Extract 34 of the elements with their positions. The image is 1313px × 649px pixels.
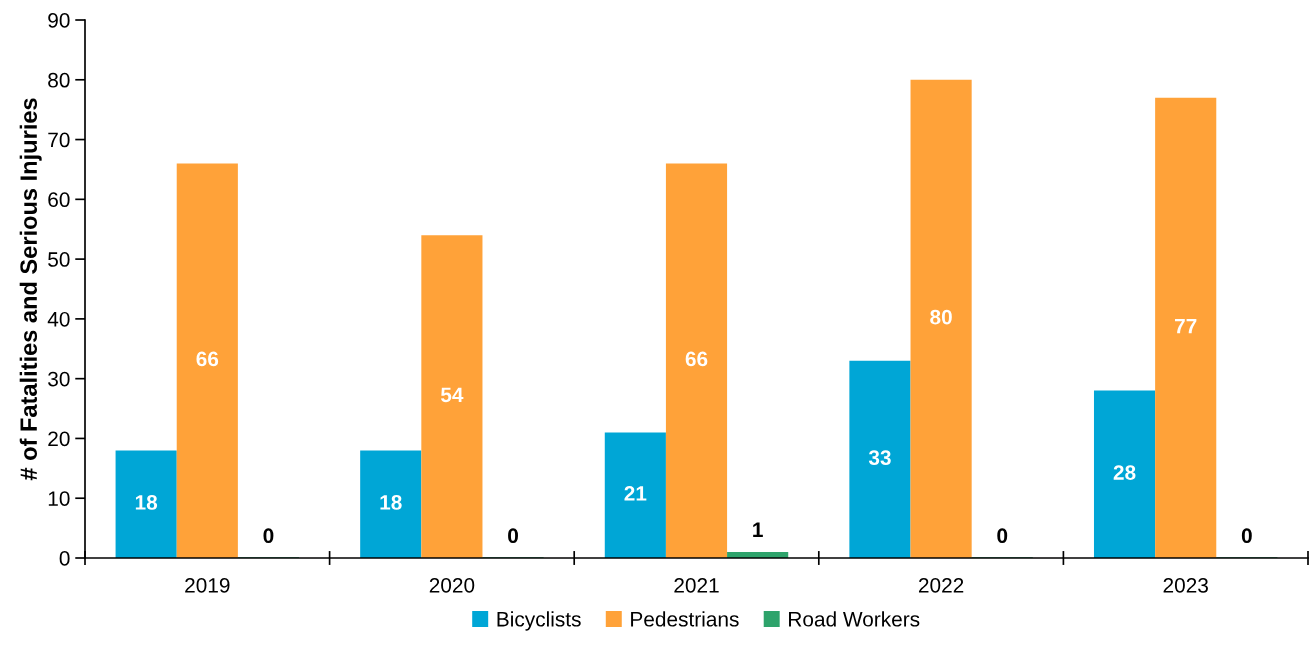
- y-tick-label: 60: [48, 192, 70, 208]
- x-tick-label: 2020: [429, 577, 475, 593]
- data-label: 0: [997, 528, 1008, 544]
- data-label: 80: [930, 309, 952, 325]
- y-tick-label: 10: [48, 491, 70, 506]
- legend-label: Road Workers: [789, 611, 920, 627]
- y-tick-label: 50: [48, 252, 70, 267]
- data-label: 1: [753, 522, 763, 537]
- legend-label: Pedestrians: [631, 611, 739, 627]
- x-tick-label: 2021: [674, 577, 719, 593]
- y-tick-label: 90: [48, 13, 70, 28]
- data-label: 28: [1113, 465, 1136, 480]
- data-label: 0: [508, 528, 518, 544]
- legend-label: Bicyclists: [497, 611, 581, 631]
- data-label: 54: [440, 387, 464, 403]
- y-axis-title: # of Fatalities and Serious Injuries: [19, 98, 42, 481]
- y-tick-label: 80: [48, 72, 70, 88]
- data-label: 33: [868, 450, 891, 465]
- x-tick-label: 2019: [185, 577, 230, 593]
- x-tick-label: 2022: [918, 577, 964, 593]
- y-tick-label: 40: [47, 311, 70, 327]
- data-label: 77: [1175, 318, 1197, 334]
- y-tick-label: 0: [59, 551, 70, 566]
- data-label: 66: [196, 351, 219, 367]
- y-tick-label: 30: [48, 371, 70, 387]
- data-label: 0: [1241, 528, 1252, 544]
- data-label: 0: [263, 528, 274, 544]
- y-tick-label: 20: [48, 431, 70, 447]
- data-label: 18: [135, 495, 158, 510]
- data-label: 21: [624, 486, 647, 501]
- data-label: 66: [685, 351, 708, 367]
- data-label: 18: [380, 495, 402, 510]
- x-tick-label: 2023: [1163, 577, 1208, 593]
- y-tick-label: 70: [48, 132, 70, 148]
